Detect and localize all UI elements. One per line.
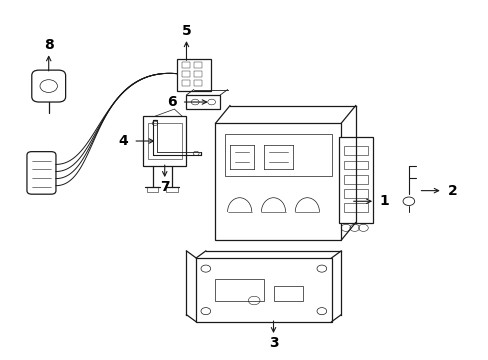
Bar xyxy=(215,123,341,240)
Bar xyxy=(186,95,220,109)
Bar xyxy=(181,71,190,77)
Text: 6: 6 xyxy=(167,95,177,109)
Bar xyxy=(343,189,367,198)
Bar xyxy=(181,80,190,86)
Bar xyxy=(343,161,367,169)
Bar xyxy=(193,80,202,86)
Bar xyxy=(196,258,331,322)
Bar xyxy=(193,62,202,68)
Bar xyxy=(224,134,331,176)
Bar xyxy=(338,138,372,222)
Bar xyxy=(177,59,210,91)
Bar xyxy=(181,62,190,68)
Text: 1: 1 xyxy=(379,194,389,208)
Text: 7: 7 xyxy=(160,180,169,194)
Text: 2: 2 xyxy=(447,184,456,198)
Bar xyxy=(146,187,158,192)
FancyBboxPatch shape xyxy=(32,70,65,102)
Bar xyxy=(142,116,186,166)
Bar xyxy=(343,146,367,155)
Text: 8: 8 xyxy=(44,38,54,52)
Bar xyxy=(273,286,302,301)
Bar xyxy=(343,175,367,184)
Text: 5: 5 xyxy=(181,24,191,38)
Text: 4: 4 xyxy=(119,134,128,148)
FancyBboxPatch shape xyxy=(27,152,56,194)
Text: 3: 3 xyxy=(268,336,278,350)
Bar xyxy=(193,71,202,77)
Bar xyxy=(147,123,181,159)
Bar xyxy=(215,279,264,301)
Bar xyxy=(343,203,367,212)
Bar xyxy=(166,187,178,192)
